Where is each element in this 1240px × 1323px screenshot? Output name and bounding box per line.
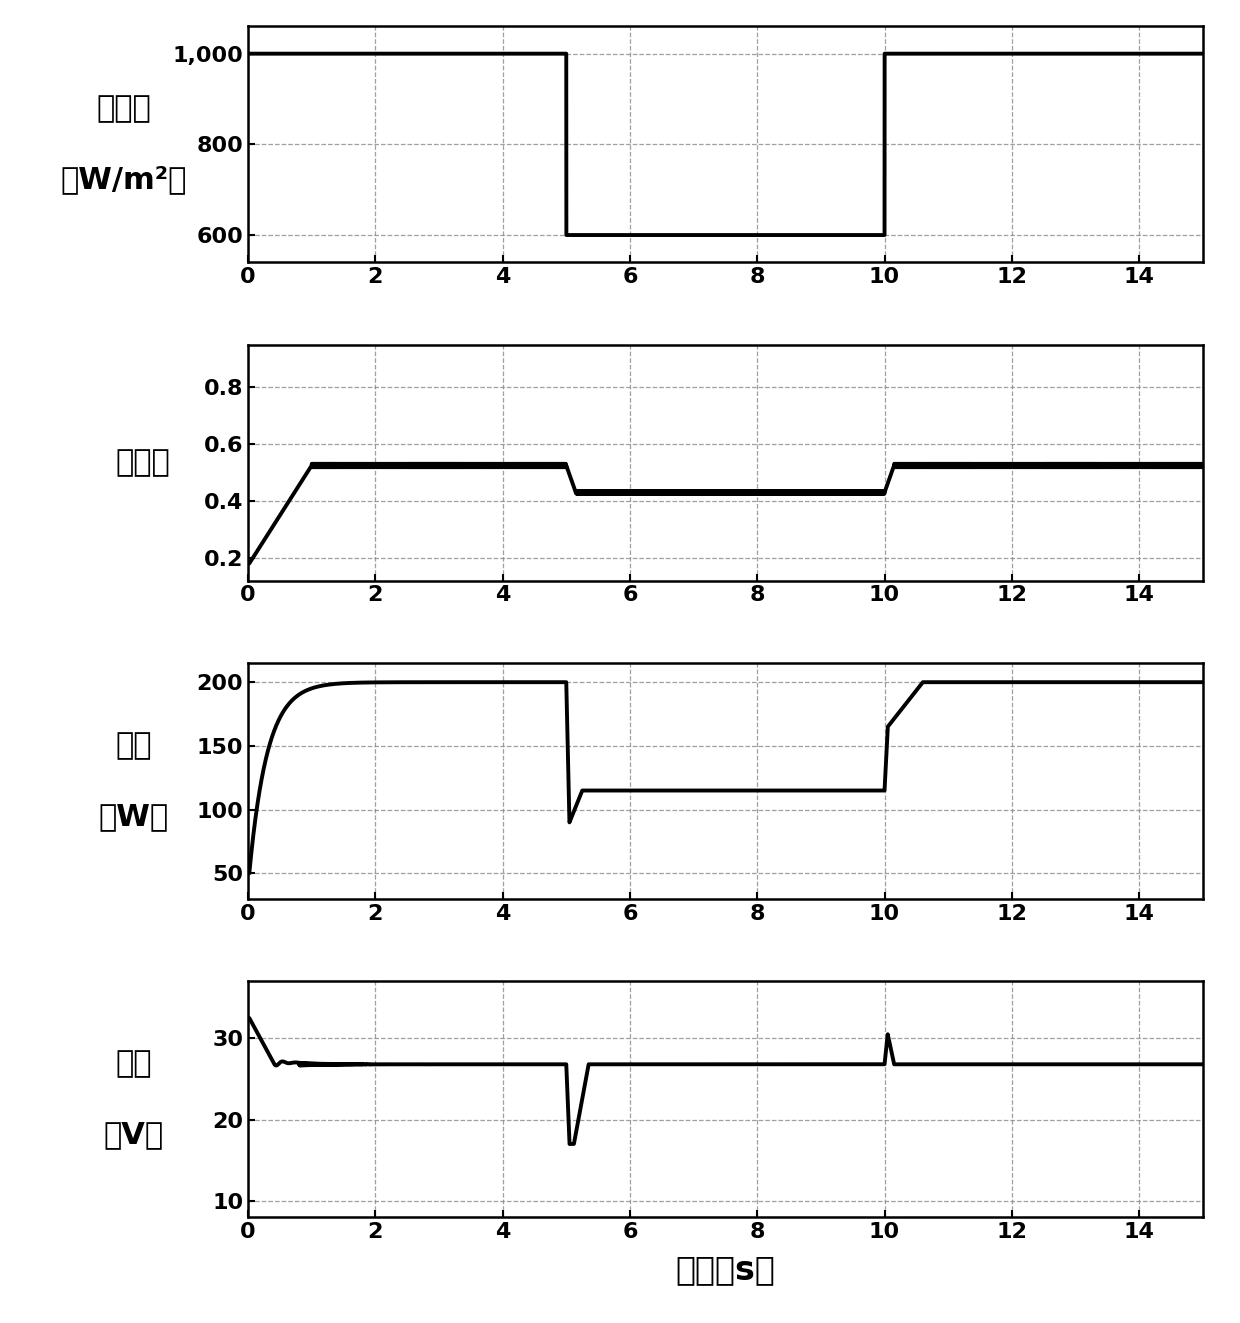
Text: （W/m²）: （W/m²） [61,165,187,194]
Text: 占空比: 占空比 [115,448,170,478]
Text: 辐照度: 辐照度 [97,94,151,123]
X-axis label: 时间（s）: 时间（s） [676,1253,775,1286]
Text: （V）: （V） [103,1121,164,1150]
Text: 功率: 功率 [115,732,151,761]
Text: 电压: 电压 [115,1049,151,1078]
Text: （W）: （W） [98,802,169,831]
